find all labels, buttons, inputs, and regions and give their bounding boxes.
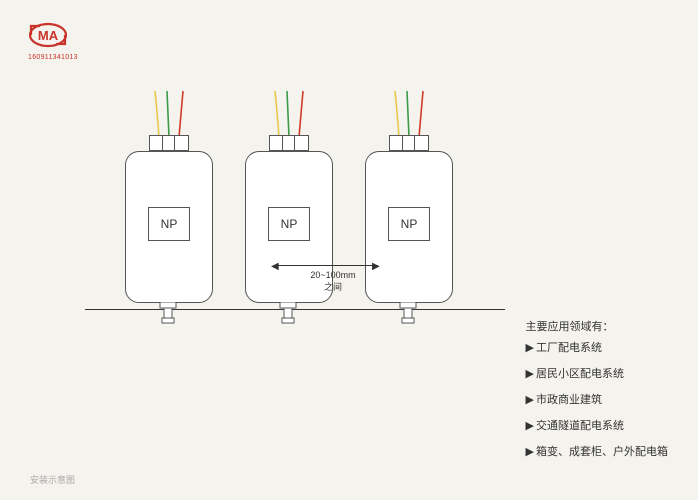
- dimension-arrow-left: ◀: [271, 261, 279, 272]
- mounting-bolt: [398, 302, 418, 324]
- application-list-title: 主要应用领域有：: [526, 318, 668, 334]
- application-item: ▶箱变、成套柜、户外配电箱: [526, 443, 668, 459]
- installation-diagram: NP NP: [85, 95, 505, 320]
- footer-caption: 安装示意图: [30, 473, 75, 486]
- application-item-label: 居民小区配电系统: [536, 368, 624, 380]
- cma-logo: MA 160911341013: [28, 22, 78, 61]
- capacitor-body: NP: [125, 151, 213, 303]
- logo-id-text: 160911341013: [28, 54, 78, 61]
- bullet-triangle-icon: ▶: [526, 341, 534, 354]
- application-item-label: 箱变、成套柜、户外配电箱: [536, 446, 668, 458]
- application-item: ▶居民小区配电系统: [526, 365, 668, 381]
- svg-text:MA: MA: [38, 28, 59, 43]
- terminal-block: [269, 135, 309, 151]
- application-item-label: 交通隧道配电系统: [536, 420, 624, 432]
- terminal-block: [149, 135, 189, 151]
- capacitor-label: NP: [388, 207, 430, 241]
- capacitor-label: NP: [148, 207, 190, 241]
- mounting-bolt: [278, 302, 298, 324]
- dimension-line: [275, 265, 378, 266]
- application-list: 主要应用领域有： ▶工厂配电系统▶居民小区配电系统▶市政商业建筑▶交通隧道配电系…: [526, 318, 668, 469]
- capacitor-label: NP: [268, 207, 310, 241]
- mounting-bolt: [158, 302, 178, 324]
- application-item: ▶工厂配电系统: [526, 339, 668, 355]
- application-item: ▶交通隧道配电系统: [526, 417, 668, 433]
- lead-wires: [393, 91, 433, 137]
- lead-wires: [273, 91, 313, 137]
- application-item: ▶市政商业建筑: [526, 391, 668, 407]
- bullet-triangle-icon: ▶: [526, 367, 534, 380]
- application-item-label: 工厂配电系统: [536, 342, 602, 354]
- application-item-label: 市政商业建筑: [536, 394, 602, 406]
- terminal-block: [389, 135, 429, 151]
- bullet-triangle-icon: ▶: [526, 419, 534, 432]
- spacing-dimension: 20~100mm 之间: [283, 270, 383, 293]
- bullet-triangle-icon: ▶: [526, 393, 534, 406]
- bullet-triangle-icon: ▶: [526, 445, 534, 458]
- lead-wires: [153, 91, 193, 137]
